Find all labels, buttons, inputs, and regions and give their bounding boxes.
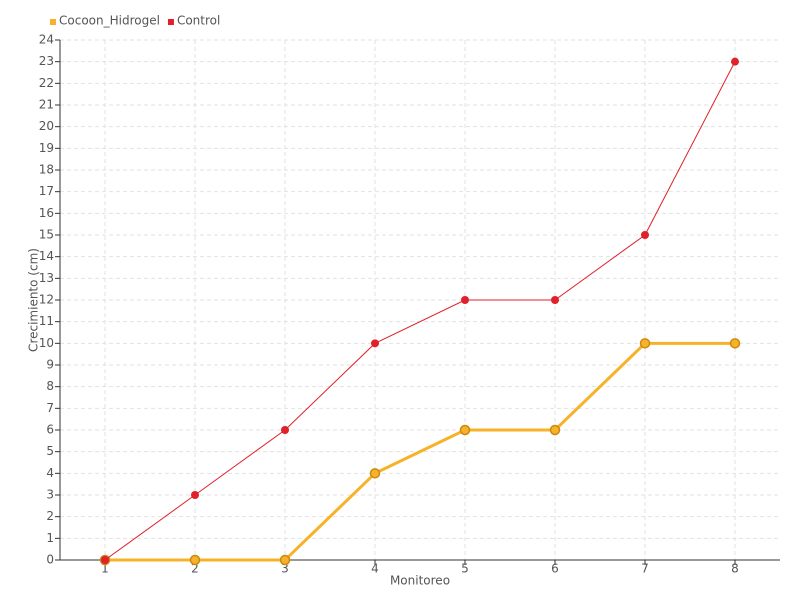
y-tick-label: 7 bbox=[46, 401, 54, 415]
data-point bbox=[731, 57, 739, 66]
y-tick-label: 11 bbox=[39, 314, 54, 328]
data-point bbox=[459, 424, 471, 436]
x-tick-label: 6 bbox=[551, 562, 559, 576]
x-tick-label: 1 bbox=[101, 562, 109, 576]
y-tick-label: 18 bbox=[39, 163, 54, 177]
data-point bbox=[551, 296, 559, 304]
y-tick-label: 12 bbox=[39, 293, 54, 307]
x-axis-label: Monitoreo bbox=[390, 574, 450, 588]
data-point bbox=[101, 556, 109, 564]
y-tick-label: 14 bbox=[39, 249, 54, 263]
y-tick-label: 19 bbox=[39, 141, 54, 155]
y-tick-label: 23 bbox=[39, 54, 54, 68]
series-line bbox=[105, 341, 735, 562]
y-tick-label: 8 bbox=[46, 379, 54, 393]
data-point bbox=[191, 491, 199, 499]
data-point bbox=[369, 468, 381, 479]
y-tick-label: 22 bbox=[39, 76, 54, 90]
y-axis-label: Crecimiento (cm) bbox=[27, 248, 41, 352]
y-tick-label: 0 bbox=[46, 553, 54, 567]
y-tick-label: 16 bbox=[39, 206, 54, 220]
y-tick-label: 24 bbox=[39, 33, 54, 47]
data-point bbox=[461, 296, 469, 304]
y-tick-label: 15 bbox=[39, 228, 54, 242]
x-tick-label: 4 bbox=[371, 562, 379, 576]
x-tick-label: 3 bbox=[281, 562, 289, 576]
y-tick-label: 1 bbox=[46, 531, 54, 545]
data-point bbox=[549, 424, 561, 436]
x-tick-label: 5 bbox=[461, 562, 469, 576]
data-point bbox=[371, 339, 379, 348]
x-tick-label: 7 bbox=[641, 562, 649, 576]
y-tick-label: 10 bbox=[39, 336, 54, 350]
data-point bbox=[639, 338, 651, 349]
y-tick-label: 5 bbox=[46, 444, 54, 458]
x-tick-label: 2 bbox=[191, 562, 199, 576]
y-tick-label: 6 bbox=[46, 423, 54, 437]
data-point bbox=[189, 554, 201, 566]
y-tick-label: 13 bbox=[39, 271, 54, 285]
y-tick-label: 9 bbox=[46, 358, 54, 372]
data-point bbox=[279, 554, 291, 566]
legend-swatch bbox=[167, 19, 174, 25]
y-tick-label: 20 bbox=[39, 119, 54, 133]
legend-swatch bbox=[50, 19, 56, 25]
data-point bbox=[641, 231, 649, 239]
y-tick-label: 2 bbox=[46, 509, 54, 523]
data-point bbox=[729, 338, 741, 349]
y-tick-label: 21 bbox=[39, 98, 54, 112]
legend-label: Cocoon_Hidrogel bbox=[59, 14, 160, 28]
data-point bbox=[281, 426, 289, 434]
series-line bbox=[104, 61, 736, 561]
y-tick-label: 3 bbox=[46, 488, 54, 502]
y-tick-label: 17 bbox=[39, 184, 54, 198]
x-tick-label: 8 bbox=[731, 562, 739, 576]
y-tick-label: 4 bbox=[46, 466, 54, 480]
legend-label: Control bbox=[177, 14, 220, 28]
